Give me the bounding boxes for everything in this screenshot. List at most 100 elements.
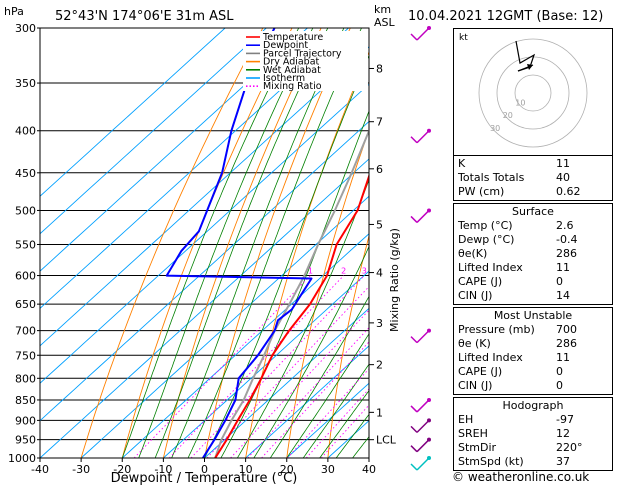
stat-label: θe (K) (458, 337, 491, 350)
pressure-tick-label: 600 (15, 270, 36, 283)
stat-row: Pressure (mb) 700 (458, 323, 608, 337)
stat-label: PW (cm) (458, 185, 505, 198)
legend-item-label: Wet Adiabat (263, 65, 321, 76)
temp-tick-label: 30 (321, 463, 335, 476)
wind-barb-shaft (416, 419, 430, 433)
parcel-trajectory-line (214, 128, 369, 458)
hpa-label: hPa (4, 5, 24, 18)
isotherm (40, 28, 226, 197)
hodo-ring-label: 20 (503, 111, 513, 120)
wind-barb-flag (410, 425, 418, 433)
stat-value: 0 (556, 365, 563, 378)
temp-tick-label: 10 (239, 463, 253, 476)
wind-barb-dot (427, 328, 431, 333)
altitude-tick-label: 6 (376, 163, 383, 176)
stat-row: Temp (°C) 2.6 (458, 219, 608, 233)
isotherm (40, 28, 349, 309)
wind-barb-shaft (416, 27, 430, 41)
stat-row: StmDir 220° (458, 441, 608, 455)
stat-row: Totals Totals 40 (458, 171, 608, 185)
stat-value: 11 (556, 157, 570, 170)
x-axis-label: Dewpoint / Temperature (°C) (111, 471, 298, 486)
most-unstable-box: Most Unstable Pressure (mb) 700 θe (K) 286 L… (453, 307, 613, 395)
wet-adiabat (319, 389, 369, 458)
stat-value: 11 (556, 351, 570, 364)
altitude-tick-label: 4 (376, 267, 383, 280)
pressure-tick-label: 450 (15, 167, 36, 180)
stat-row: Lifted Index 11 (458, 261, 608, 275)
wind-barb-dot (427, 128, 431, 133)
wet-adiabat (220, 110, 369, 458)
altitude-tick-label: LCL (376, 434, 397, 447)
hodograph-title: Hodograph (502, 399, 564, 412)
mixing-ratio-label: 10 (426, 267, 436, 276)
legend-item-label: Mixing Ratio (263, 81, 322, 92)
wind-barb-flag (410, 336, 418, 344)
legend-item-label: Isotherm (263, 73, 305, 84)
y-axis-label-mixing: Mixing Ratio (g/kg) (388, 228, 401, 332)
mixing-ratio-line (190, 275, 365, 458)
wet-adiabat (138, 28, 314, 458)
stat-row: K 11 (458, 157, 608, 171)
isotherm (245, 345, 369, 458)
mixing-ratio-line (305, 388, 369, 458)
wet-adiabat (302, 363, 369, 458)
stat-label: Lifted Index (458, 351, 523, 364)
altitude-tick-label: 2 (376, 359, 383, 372)
wet-adiabat (121, 28, 300, 458)
isotherm (163, 270, 369, 458)
wet-adiabat (286, 333, 369, 458)
mixing-ratio-label: 1 (308, 267, 313, 276)
wind-barb-flag (410, 463, 418, 471)
temp-tick-label: -10 (154, 463, 172, 476)
dewpoint-line (165, 28, 313, 458)
stat-value: 2.6 (556, 219, 574, 232)
pressure-tick-label: 650 (15, 298, 36, 311)
stat-value: 286 (556, 337, 577, 350)
pressure-tick-label: 800 (15, 372, 36, 385)
stat-label: StmDir (458, 441, 497, 454)
mixing-ratio-line (286, 368, 369, 458)
isotherm (80, 195, 369, 458)
stat-row: SREH 12 (458, 427, 608, 441)
dry-adiabat (80, 28, 264, 458)
wind-barb-dot (427, 437, 431, 442)
stat-label: SREH (458, 427, 488, 440)
wind-barb-dot (427, 456, 431, 460)
wet-adiabat (237, 178, 369, 458)
pressure-tick-label: 300 (15, 22, 36, 35)
stat-row: CIN (J) 14 (458, 289, 608, 303)
stat-value: 0.62 (556, 185, 581, 198)
stat-value: 0 (556, 379, 563, 392)
stat-value: 12 (556, 427, 570, 440)
altitude-tick-label: 3 (376, 317, 383, 330)
stat-value: 37 (556, 455, 570, 468)
wind-barb-dot (427, 208, 431, 213)
wind-barb-flag (410, 136, 418, 144)
hodo-ring (478, 38, 588, 148)
wet-adiabat (269, 295, 369, 458)
wind-barb-flag (410, 405, 418, 413)
wind-barb-shaft (416, 439, 430, 453)
wet-adiabat (154, 28, 329, 458)
hodograph-box: kt 10 20 30 (453, 28, 613, 156)
wind-barb-shaft (416, 209, 430, 223)
stat-value: 40 (556, 171, 570, 184)
wind-barb-flag (410, 445, 418, 453)
temp-tick-label: -40 (31, 463, 49, 476)
stat-row: Lifted Index 11 (458, 351, 608, 365)
dry-adiabat (121, 28, 293, 458)
stat-value: 0 (556, 275, 563, 288)
indices-box: K 11 Totals Totals 40 PW (cm) 0.62 (453, 155, 613, 201)
altitude-tick-label: 5 (376, 218, 383, 231)
stat-label: StmSpd (kt) (458, 455, 524, 468)
isotherm (40, 28, 308, 272)
mixing-ratio-line (230, 309, 369, 458)
wind-barb-flag (410, 215, 418, 223)
mixing-ratio-line (320, 404, 369, 458)
mixing-ratio-line (168, 275, 345, 458)
stat-label: CIN (J) (458, 289, 493, 302)
most-unstable-title: Most Unstable (493, 309, 573, 322)
isotherm (286, 382, 369, 458)
